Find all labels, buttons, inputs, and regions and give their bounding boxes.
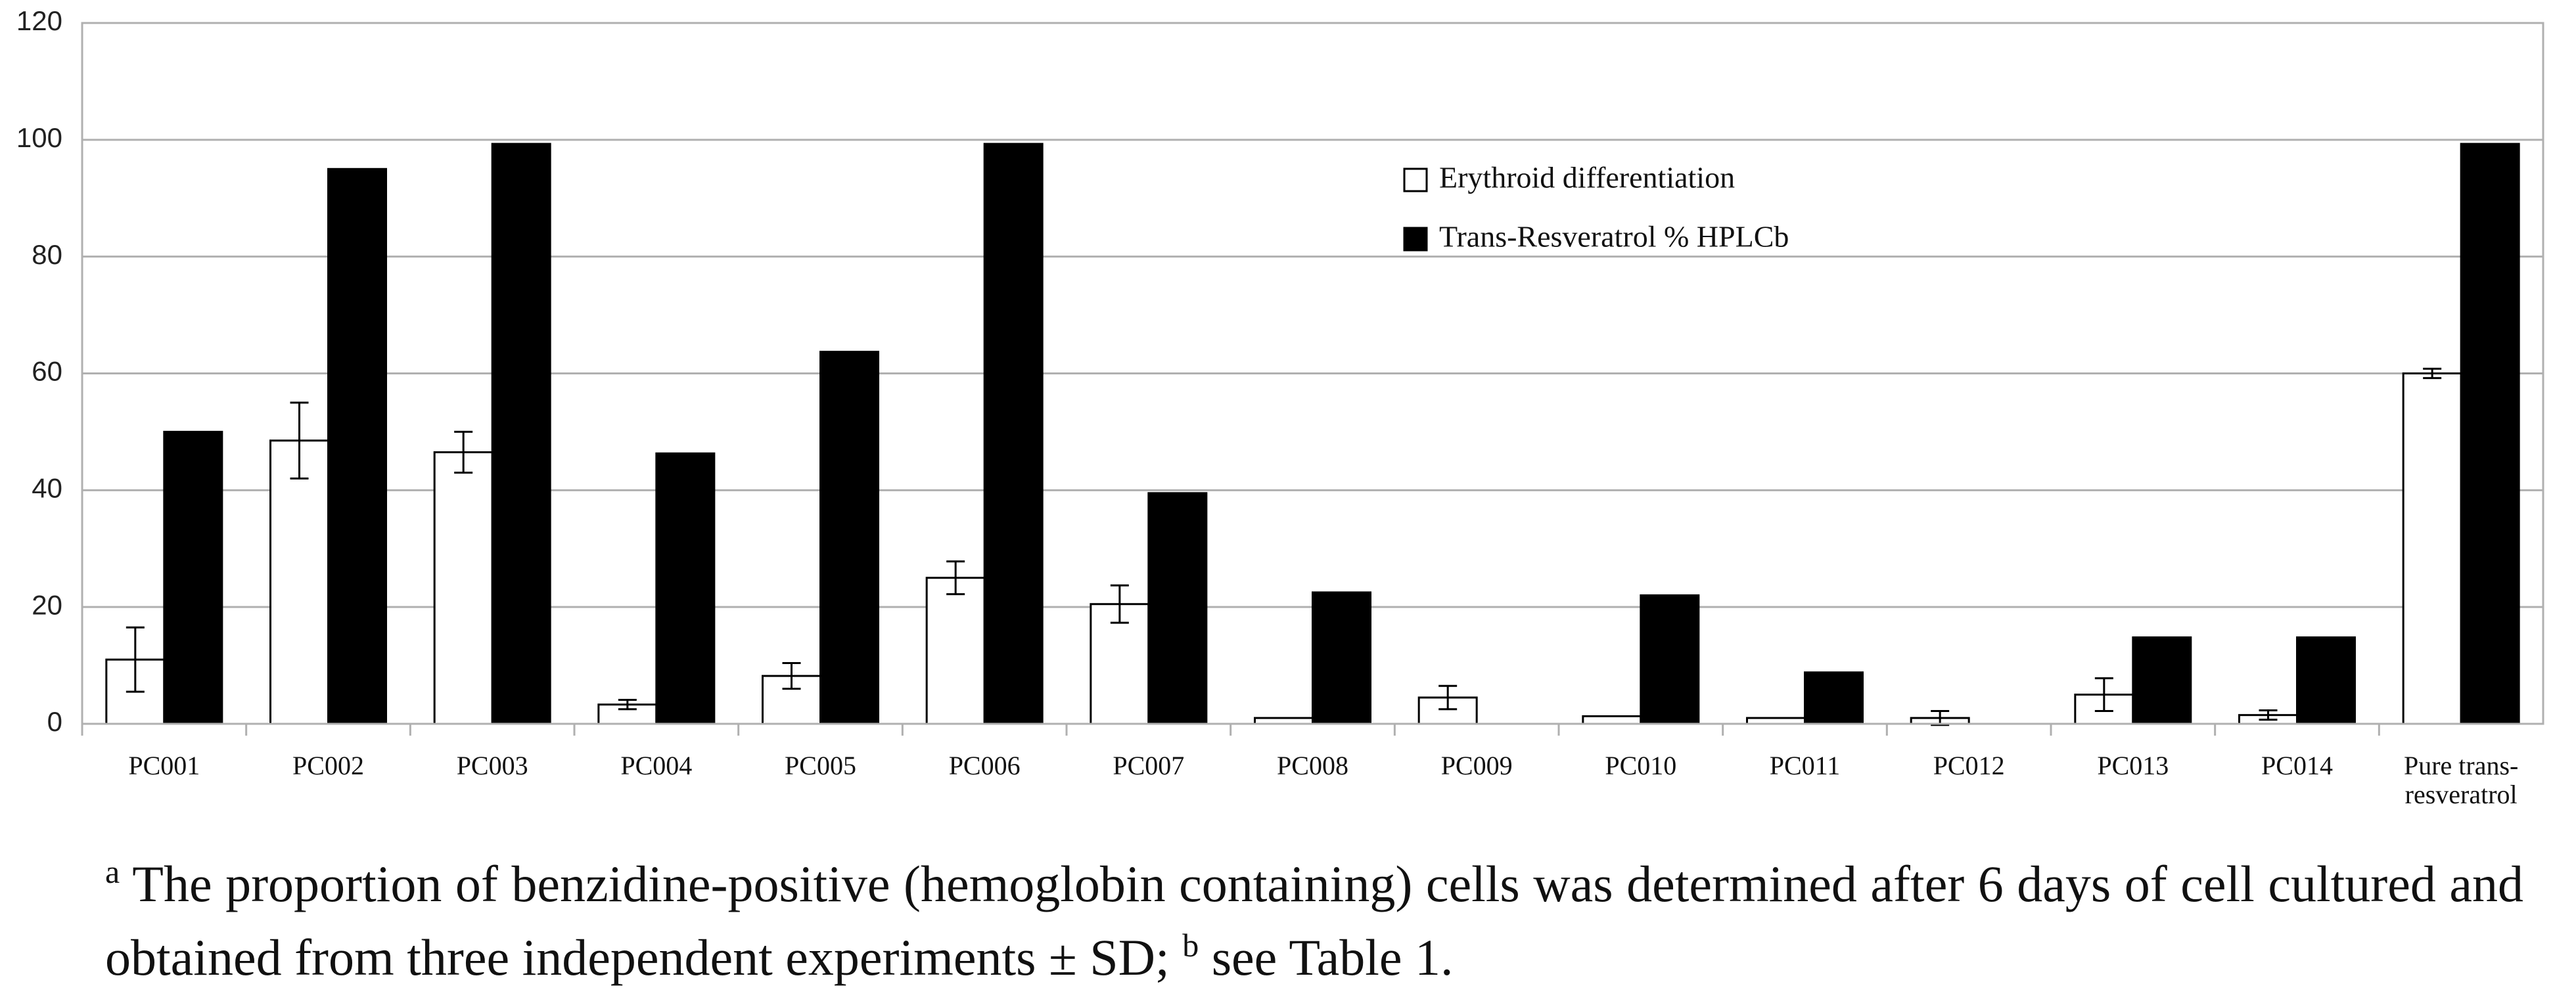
bar bbox=[2402, 372, 2462, 725]
error-bar bbox=[2423, 367, 2442, 380]
bar bbox=[327, 167, 387, 725]
bar bbox=[1312, 591, 1371, 725]
caption: a The proportion of benzidine-positive (… bbox=[105, 847, 2523, 994]
x-tick-label: PC006 bbox=[948, 751, 1021, 780]
x-tick-label: PC002 bbox=[292, 751, 364, 780]
error-bar bbox=[126, 626, 145, 693]
bar bbox=[819, 351, 879, 725]
x-tick-label: PC014 bbox=[2261, 751, 2333, 780]
bar bbox=[1804, 671, 1864, 725]
x-tick-label: PC008 bbox=[1277, 751, 1348, 780]
legend-swatch bbox=[1403, 167, 1428, 192]
x-tick-label: PC004 bbox=[620, 751, 693, 780]
error-bar bbox=[1931, 709, 1950, 726]
error-bar bbox=[782, 662, 801, 690]
legend-label: Trans-Resveratrol % HPLCb bbox=[1439, 220, 1789, 254]
x-tick-label: PC009 bbox=[1440, 751, 1513, 780]
error-bar bbox=[290, 401, 309, 480]
y-tick-label: 60 bbox=[32, 356, 62, 387]
error-bar bbox=[1438, 684, 1458, 711]
error-bar bbox=[2259, 709, 2278, 721]
bar bbox=[433, 451, 494, 725]
y-tick-label: 40 bbox=[32, 472, 62, 503]
x-tick-label: PC003 bbox=[456, 751, 528, 780]
error-bar bbox=[454, 430, 473, 474]
bar bbox=[925, 577, 986, 725]
error-bar bbox=[618, 699, 637, 711]
x-tick-label: PC012 bbox=[1933, 751, 2005, 780]
legend-label: Erythroid differentiation bbox=[1439, 161, 1735, 194]
bar bbox=[983, 143, 1044, 725]
chart: 0 20 40 60 80 100 120 Erythroid differentiation… bbox=[16, 5, 2544, 737]
footnote-mark: b bbox=[1182, 927, 1199, 964]
caption-text: see Table 1. bbox=[1211, 929, 1454, 986]
caption-text: The proportion of benzidine-positive (he… bbox=[105, 855, 2523, 986]
bar bbox=[655, 452, 716, 725]
bar bbox=[2132, 636, 2192, 725]
bar bbox=[1640, 594, 1700, 725]
y-tick-label: 20 bbox=[32, 589, 62, 620]
x-tick-label: PC007 bbox=[1113, 751, 1185, 780]
bar bbox=[491, 143, 551, 725]
x-tick-label: PC013 bbox=[2097, 751, 2169, 780]
y-tick-label: 80 bbox=[32, 239, 62, 270]
bar bbox=[163, 430, 223, 725]
x-tick-label: PC011 bbox=[1769, 751, 1841, 780]
bar bbox=[1147, 492, 1208, 725]
bar bbox=[269, 439, 329, 725]
bar bbox=[2296, 636, 2356, 725]
x-tick-label: PC010 bbox=[1605, 751, 1677, 780]
legend-swatch bbox=[1403, 227, 1428, 252]
x-tick-label: Pure trans-resveratrol bbox=[2403, 751, 2519, 809]
y-tick-label: 120 bbox=[16, 5, 62, 36]
footnote-mark: a bbox=[105, 853, 120, 890]
x-tick-label: PC005 bbox=[785, 751, 856, 780]
error-bar bbox=[1110, 584, 1129, 624]
x-tick-label: PC001 bbox=[128, 751, 200, 780]
y-tick-label: 0 bbox=[47, 706, 62, 737]
error-bar bbox=[946, 560, 965, 596]
bar bbox=[1582, 715, 1642, 725]
bar bbox=[2460, 143, 2520, 725]
error-bar bbox=[2094, 677, 2113, 712]
y-tick-label: 100 bbox=[16, 122, 62, 153]
